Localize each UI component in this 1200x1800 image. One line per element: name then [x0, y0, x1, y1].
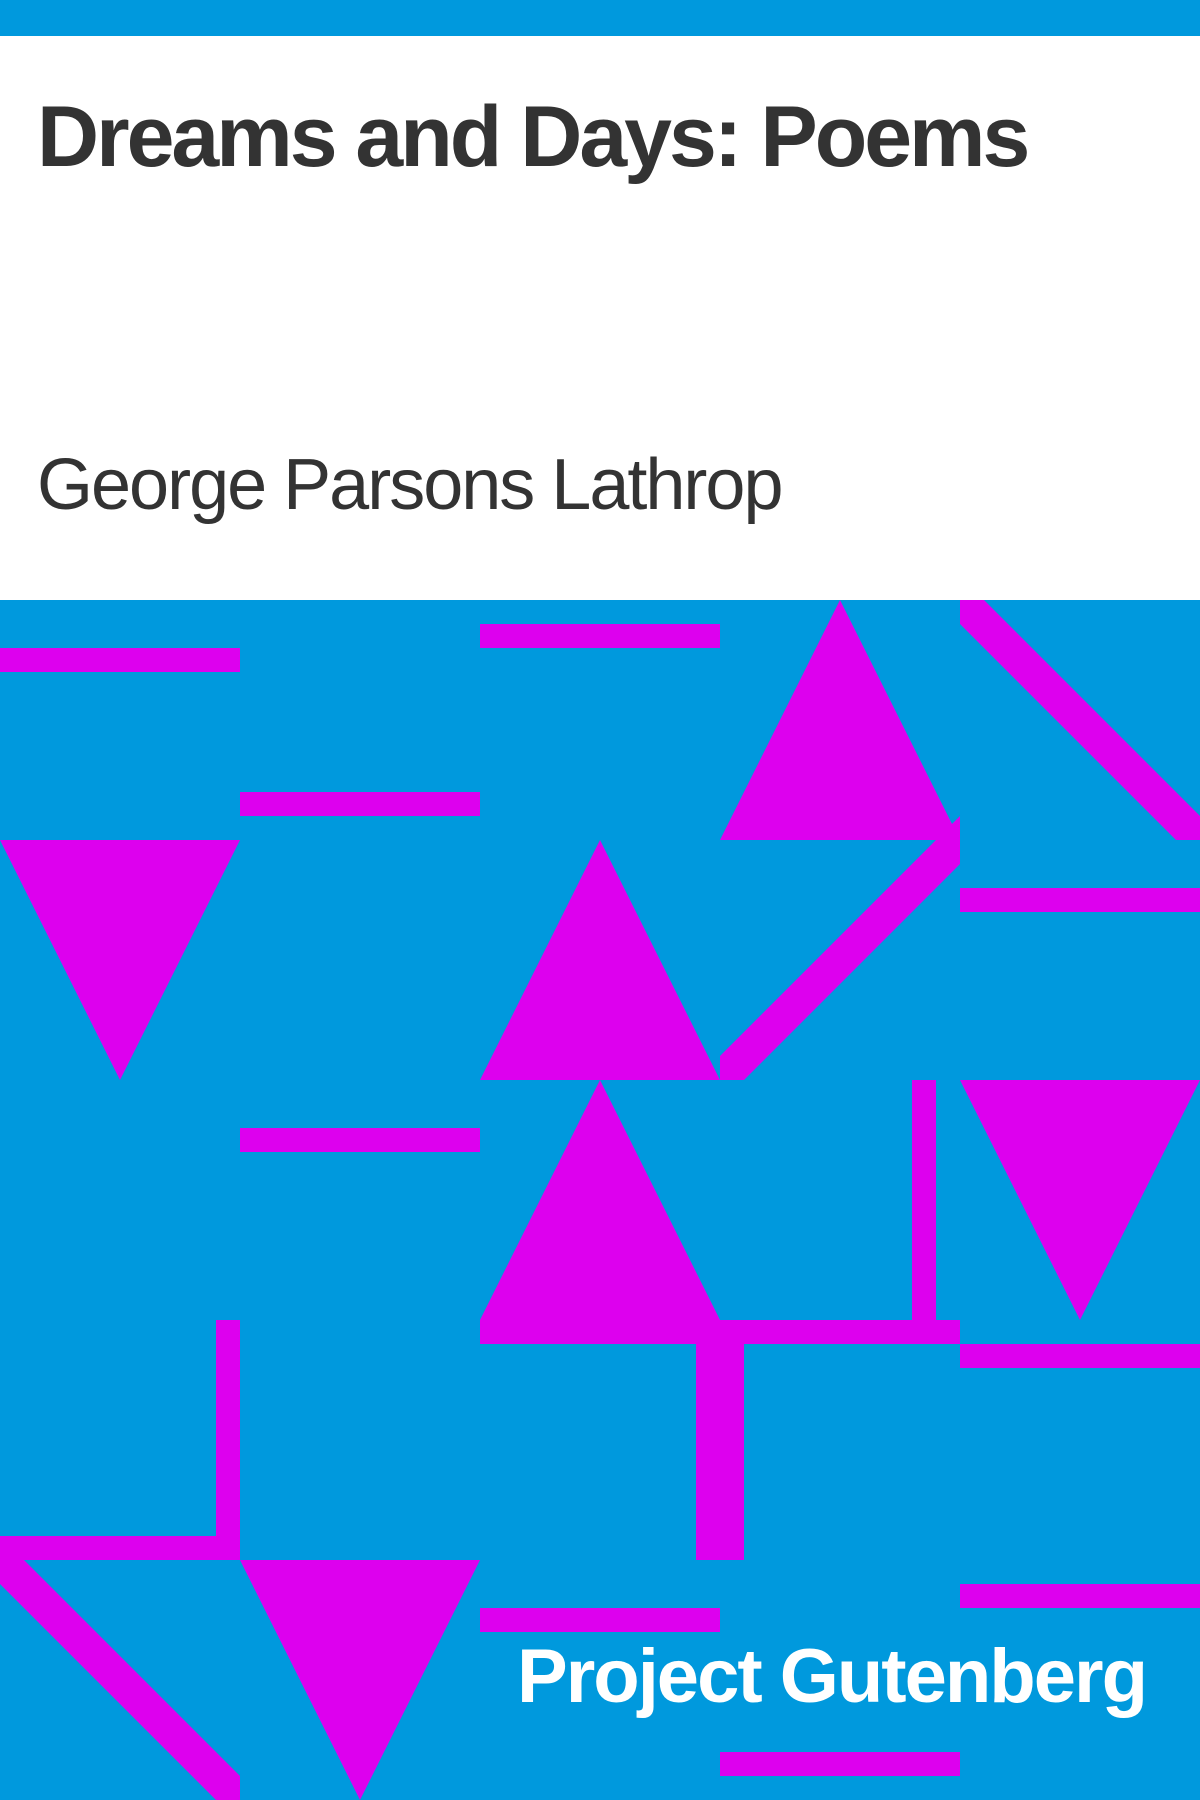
pattern-bar — [0, 648, 240, 672]
pattern-diagonal — [0, 1560, 240, 1800]
pattern-bar — [480, 1320, 720, 1344]
book-author: George Parsons Lathrop — [37, 445, 783, 525]
pattern-bar — [240, 792, 480, 816]
pattern-triangle — [480, 1080, 720, 1320]
pattern-bar — [0, 1536, 240, 1560]
pattern-shapes — [0, 600, 1200, 1800]
pattern-diagonal — [960, 600, 1200, 840]
pattern-bar — [720, 1320, 960, 1344]
pattern-triangle — [0, 840, 240, 1080]
pattern-bar — [216, 1320, 240, 1560]
pattern-bar — [696, 1344, 744, 1560]
pattern-bar — [960, 1584, 1200, 1608]
pattern-bar — [240, 1128, 480, 1152]
pattern-bar — [960, 888, 1200, 912]
cover-pattern — [0, 600, 1200, 1800]
pattern-bar — [480, 624, 720, 648]
pattern-triangle — [480, 840, 720, 1080]
pattern-bar — [480, 1608, 720, 1632]
pattern-bar — [960, 1344, 1200, 1368]
pattern-diagonal — [720, 816, 960, 1080]
pattern-triangle — [960, 1080, 1200, 1320]
pattern-triangle — [720, 600, 960, 840]
pattern-bar — [720, 1752, 960, 1776]
publisher-label: Project Gutenberg — [517, 1634, 1148, 1719]
book-title: Dreams and Days: Poems — [37, 89, 1030, 185]
top-stripe — [0, 0, 1200, 36]
pattern-triangle — [240, 1560, 480, 1800]
pattern-bar — [912, 1080, 936, 1320]
